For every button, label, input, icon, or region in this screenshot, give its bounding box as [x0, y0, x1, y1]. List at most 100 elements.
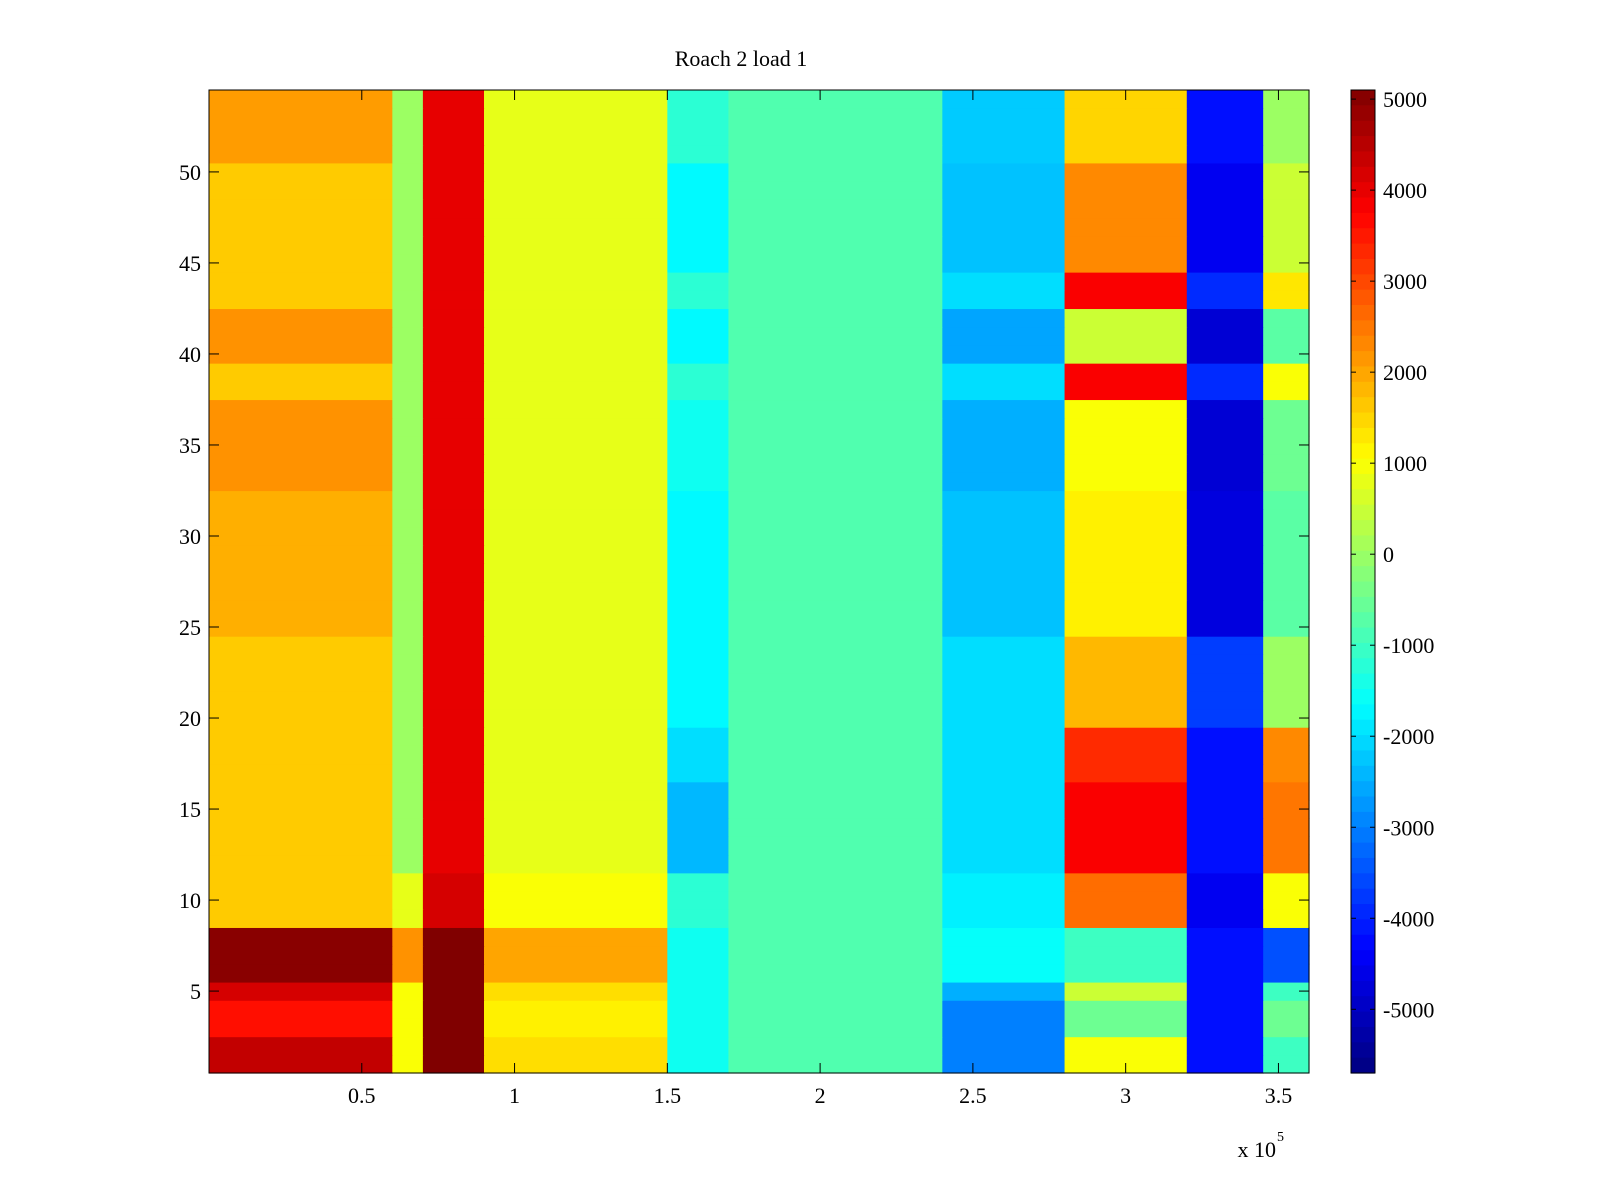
heatmap-cell [728, 363, 943, 382]
heatmap-cell [422, 1000, 485, 1019]
heatmap-cell [422, 1054, 485, 1074]
heatmap-cell [484, 599, 668, 619]
heatmap-cell [1186, 290, 1264, 310]
heatmap-cell [422, 162, 485, 182]
heatmap-cell [667, 654, 730, 674]
colorbar-segment [1351, 581, 1375, 598]
heatmap-cell [484, 490, 668, 510]
heatmap-cell [942, 1018, 1066, 1038]
heatmap-cell [422, 836, 485, 856]
heatmap-cell [1064, 454, 1188, 473]
colorbar-segment [1351, 366, 1375, 383]
heatmap-cell [667, 727, 730, 746]
heatmap-cell [484, 545, 668, 564]
y-tick-label: 20 [179, 706, 201, 731]
heatmap-cell [667, 199, 730, 219]
colorbar-segment [1351, 489, 1375, 506]
heatmap-cell [1263, 235, 1310, 255]
heatmap-cell [209, 326, 393, 346]
colorbar-segment [1351, 166, 1375, 183]
colorbar-segment [1351, 827, 1375, 844]
heatmap-cell [1263, 308, 1310, 328]
heatmap-cell [1186, 308, 1264, 328]
heatmap-cell [728, 872, 943, 892]
colorbar-segment [1351, 320, 1375, 337]
heatmap-cell [667, 162, 730, 182]
heatmap-cell [1263, 272, 1310, 291]
heatmap-cell [1186, 745, 1264, 765]
heatmap-cell [392, 708, 424, 728]
heatmap-cell [728, 181, 943, 200]
heatmap-cell [667, 927, 730, 947]
heatmap-cell [209, 399, 393, 419]
heatmap-cell [667, 599, 730, 619]
heatmap-cell [1186, 872, 1264, 892]
colorbar [1350, 89, 1376, 1074]
y-tick-label: 35 [179, 433, 201, 458]
heatmap-cell [209, 763, 393, 783]
colorbar-segment [1351, 120, 1375, 137]
heatmap-cell [484, 290, 668, 310]
heatmap-cell [942, 872, 1066, 892]
colorbar-segment [1351, 182, 1375, 199]
heatmap-cell [1064, 217, 1188, 237]
heatmap-cell [667, 1018, 730, 1038]
heatmap-cell [728, 654, 943, 674]
heatmap-cell [209, 126, 393, 146]
heatmap-cell [942, 727, 1066, 746]
heatmap-cell [392, 854, 424, 874]
heatmap-cell [484, 435, 668, 455]
heatmap-cell [209, 272, 393, 291]
heatmap-cell [1263, 526, 1310, 546]
heatmap-cell [392, 363, 424, 382]
heatmap-cell [1186, 181, 1264, 200]
heatmap-cell [484, 1018, 668, 1038]
heatmap-cell [422, 181, 485, 200]
heatmap-cell [667, 435, 730, 455]
heatmap-cell [1064, 545, 1188, 564]
y-tick-label: 50 [179, 160, 201, 185]
colorbar-tick-label: 4000 [1383, 178, 1427, 203]
heatmap-cell [209, 836, 393, 856]
heatmap-cell [728, 927, 943, 947]
heatmap-cell [422, 290, 485, 310]
heatmap-cell [667, 417, 730, 437]
heatmap-cell [1064, 1036, 1188, 1056]
heatmap-cell [209, 144, 393, 164]
heatmap-cell [1186, 326, 1264, 346]
heatmap-cell [667, 672, 730, 692]
heatmap-cell [1186, 599, 1264, 619]
colorbar-tick-label: -3000 [1383, 815, 1434, 840]
heatmap-cell [209, 508, 393, 528]
heatmap-cell [728, 217, 943, 237]
heatmap-cell [942, 399, 1066, 419]
heatmap-cell [1263, 363, 1310, 382]
heatmap-cell [1263, 217, 1310, 237]
heatmap-cell [942, 890, 1066, 910]
heatmap-cell [942, 563, 1066, 583]
heatmap-cell [484, 199, 668, 219]
heatmap-cell [728, 417, 943, 437]
heatmap-cells [209, 90, 1310, 1074]
heatmap-cell [209, 526, 393, 546]
heatmap-cell [1186, 417, 1264, 437]
heatmap-cell [1064, 963, 1188, 983]
heatmap-cell [728, 854, 943, 874]
heatmap-cell [392, 872, 424, 892]
heatmap-cell [209, 727, 393, 746]
heatmap-cell [209, 818, 393, 837]
heatmap-cell [392, 199, 424, 219]
heatmap-cell [484, 308, 668, 328]
heatmap-cell [1263, 381, 1310, 401]
x-tick-label: 1 [509, 1083, 520, 1108]
x-axis-ticks: 0.5 1 1.5 2 2.5 3 3.5 [348, 90, 1292, 1108]
heatmap-cell [728, 290, 943, 310]
heatmap-cell [667, 563, 730, 583]
heatmap-cell [484, 454, 668, 473]
heatmap-cell [1263, 708, 1310, 728]
heatmap-cell [422, 217, 485, 237]
heatmap-cell [667, 890, 730, 910]
heatmap-cell [1263, 563, 1310, 583]
heatmap-cell [1064, 890, 1188, 910]
colorbar-segment [1351, 105, 1375, 122]
